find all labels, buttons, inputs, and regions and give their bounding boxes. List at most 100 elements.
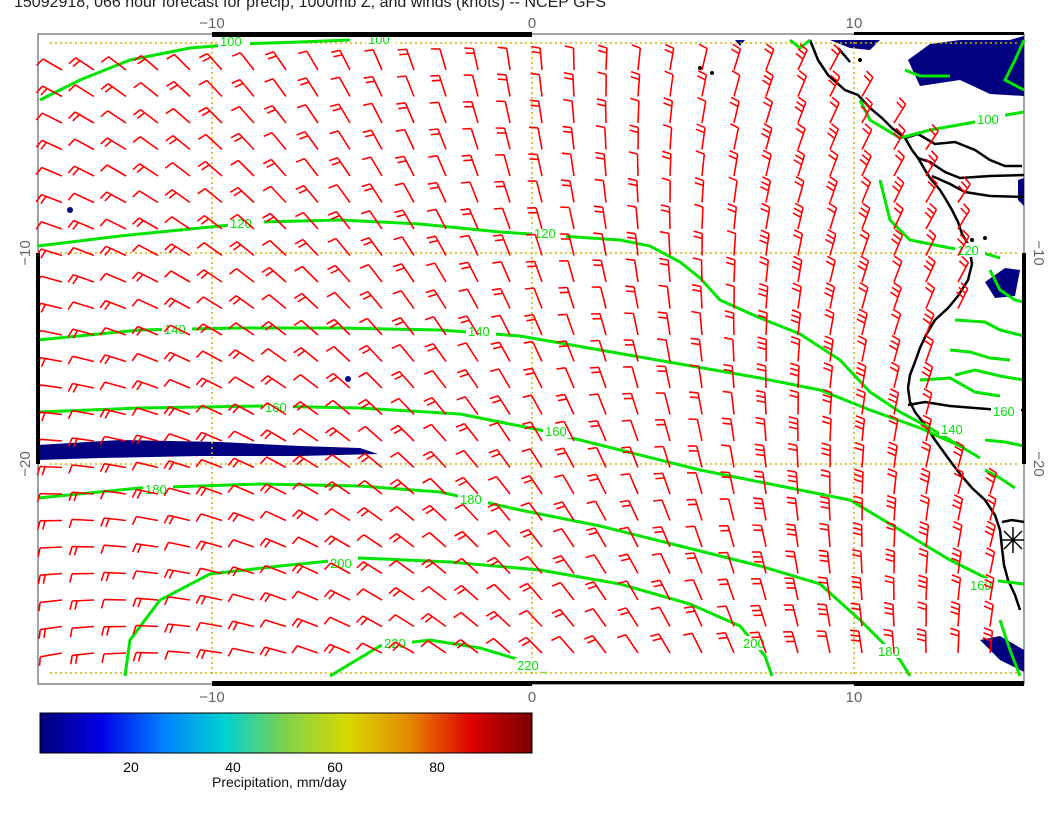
wind-barb-icon xyxy=(590,313,607,336)
wind-barb-icon xyxy=(821,442,832,468)
wind-barb-icon xyxy=(198,106,223,124)
wind-barb-icon xyxy=(496,73,511,97)
wind-barb-icon xyxy=(919,467,931,495)
wind-barb-icon xyxy=(985,467,998,495)
wind-barb-icon xyxy=(323,589,351,601)
wind-barb-icon xyxy=(430,74,447,97)
wind-barb-icon xyxy=(685,552,703,574)
wind-barb-icon xyxy=(163,405,191,417)
wind-barb-icon xyxy=(826,202,838,230)
wind-barb-icon xyxy=(619,499,639,521)
wind-barb-icon xyxy=(885,521,896,548)
wind-barb-icon xyxy=(324,481,351,495)
wind-barb-icon xyxy=(393,236,415,256)
wind-barb-icon xyxy=(228,322,255,336)
wind-barb-icon xyxy=(131,543,159,554)
wind-barb-icon xyxy=(854,415,866,442)
wind-barb-icon xyxy=(860,176,872,203)
wind-barb-icon xyxy=(551,635,575,654)
wind-barb-icon xyxy=(455,449,479,469)
wind-barb-icon xyxy=(164,189,191,204)
precip-colorbar: 20 40 60 80 xyxy=(39,712,533,775)
wind-barb-icon xyxy=(858,282,869,309)
wind-barb-icon xyxy=(35,193,63,205)
wind-barb-icon xyxy=(259,591,287,603)
wind-barb-icon xyxy=(165,107,191,124)
wind-barb-icon xyxy=(552,554,575,574)
wind-barb-icon xyxy=(685,525,703,548)
wind-barb-icon xyxy=(195,377,223,389)
wind-barb-icon xyxy=(584,581,607,601)
wind-barb-icon xyxy=(259,537,287,548)
wind-barb-icon xyxy=(163,596,191,606)
wind-barb-icon xyxy=(589,366,607,389)
wind-barb-icon xyxy=(921,441,932,468)
wind-barb-icon xyxy=(291,536,319,548)
wind-barb-icon xyxy=(957,255,970,283)
wind-barb-icon xyxy=(356,479,383,495)
wind-barb-icon xyxy=(487,502,511,522)
wind-barb-icon xyxy=(358,371,383,389)
wind-barb-icon xyxy=(821,415,832,442)
wind-barb-icon xyxy=(197,160,223,177)
wind-barb-icon xyxy=(38,652,63,666)
wind-barb-icon xyxy=(196,323,223,336)
wind-barb-icon xyxy=(131,515,159,526)
wind-barb-icon xyxy=(654,445,671,468)
wind-barb-icon xyxy=(457,315,479,336)
contour-label: 120 xyxy=(534,226,556,241)
wind-barb-icon xyxy=(851,548,863,574)
wind-barb-icon xyxy=(485,637,511,654)
wind-barb-icon xyxy=(619,526,639,548)
wind-barb-icon xyxy=(817,603,831,627)
wind-barb-icon xyxy=(420,585,447,601)
wind-barb-icon xyxy=(363,102,383,124)
wind-barb-icon xyxy=(520,501,543,521)
wind-barb-icon xyxy=(719,498,735,521)
wind-barb-icon xyxy=(163,541,191,551)
wind-barb-icon xyxy=(229,240,255,257)
wind-barb-icon xyxy=(388,614,415,628)
wind-barb-icon xyxy=(750,578,767,601)
wind-barb-icon xyxy=(163,460,191,471)
wind-barb-icon xyxy=(527,180,543,203)
wind-barb-icon xyxy=(326,291,351,310)
contour-label: 180 xyxy=(145,482,167,497)
wind-barb-icon xyxy=(594,178,607,203)
wind-barb-icon xyxy=(428,155,447,177)
wind-barb-icon xyxy=(454,503,479,522)
wind-barb-icon xyxy=(491,287,511,309)
wind-barb-icon xyxy=(683,605,703,627)
wind-barb-icon xyxy=(889,335,901,362)
wind-barb-icon xyxy=(264,77,287,97)
wind-barb-icon xyxy=(35,166,63,177)
wind-barb-icon xyxy=(388,559,415,575)
wind-barb-icon xyxy=(394,182,415,203)
wind-barb-icon xyxy=(67,219,95,230)
wind-barb-icon xyxy=(294,265,319,283)
wind-barb-icon xyxy=(726,229,737,256)
wind-barb-icon xyxy=(425,289,447,309)
wind-barb-icon xyxy=(653,499,671,521)
wind-barb-icon xyxy=(689,391,703,415)
wind-barb-icon xyxy=(131,325,159,336)
wind-barb-icon xyxy=(262,212,287,230)
wind-barb-icon xyxy=(485,610,511,628)
wind-barb-icon xyxy=(422,477,447,495)
wind-barb-icon xyxy=(228,349,255,363)
wind-barb-icon xyxy=(583,634,607,654)
wind-barb-icon xyxy=(691,310,703,336)
wind-barb-icon xyxy=(291,617,319,629)
wind-barb-icon xyxy=(35,85,63,98)
wind-barb-icon xyxy=(231,78,255,98)
wind-barb-icon xyxy=(923,335,934,362)
wind-barb-icon xyxy=(198,79,223,98)
wind-barb-icon xyxy=(622,392,639,415)
wind-barb-icon xyxy=(649,633,671,654)
wind-barb-icon xyxy=(292,455,319,469)
wind-barb-icon xyxy=(792,202,804,230)
wind-barb-icon xyxy=(563,98,575,124)
wind-barb-icon xyxy=(683,632,703,654)
wind-barb-icon xyxy=(824,282,836,309)
wind-barb-icon xyxy=(629,124,639,150)
